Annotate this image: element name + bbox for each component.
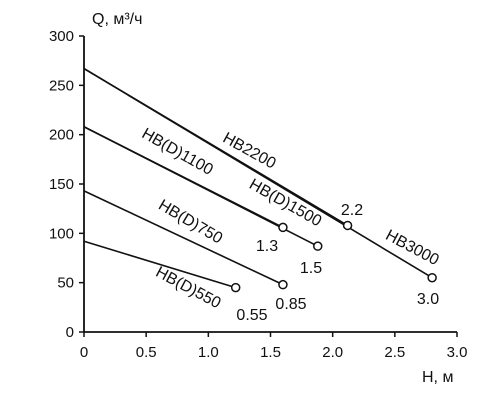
- series-line-hb-d-750: [83, 190, 284, 286]
- y-tick-label: 300: [49, 28, 74, 45]
- series-label-hb-d-750: HB(D)750: [155, 197, 225, 248]
- y-axis-title: Q, м³/ч: [92, 11, 142, 28]
- series-line-hb-d-550: [83, 240, 236, 289]
- series-end-marker-hb3000: [427, 272, 437, 283]
- point-label-hb-d-750: 0.85: [275, 296, 306, 313]
- x-tick-label: 2.0: [322, 344, 343, 361]
- series-label-hb3000: HB3000: [383, 227, 442, 269]
- series-end-marker-hb-d-750: [278, 279, 288, 290]
- point-label-hb-d-1100: 1.3: [256, 238, 278, 255]
- y-tick-label: 250: [49, 77, 74, 94]
- point-labels: 0.55 0.85 1.3 1.5 2.2 3.0: [236, 202, 439, 324]
- x-tick-label: 0: [80, 344, 88, 361]
- point-label-hb-d-1500: 1.5: [300, 260, 322, 277]
- series-end-marker-hb-d-550: [230, 282, 241, 293]
- series-line-hb3000: [83, 67, 433, 279]
- y-tick-label: 50: [57, 275, 74, 292]
- series-lines: [83, 67, 433, 289]
- series-label-hb-d-1500: HB(D)1500: [246, 176, 324, 230]
- series-label-hb-d-550: HB(D)550: [153, 264, 224, 312]
- y-axis-ticks: 0 50 100 150 200 250 300: [49, 28, 84, 341]
- series-end-marker-hb-d-1500: [312, 241, 323, 251]
- y-tick-label: 0: [66, 324, 74, 341]
- y-tick-label: 150: [49, 176, 74, 193]
- x-tick-label: 1.5: [260, 344, 281, 361]
- series-markers: [230, 220, 437, 293]
- point-label-hb2200: 2.2: [341, 202, 363, 219]
- x-axis-ticks: 0 0.5 1.0 1.5 2.0 2.5 3.0: [80, 332, 468, 361]
- point-label-hb-d-550: 0.55: [236, 307, 267, 324]
- x-tick-label: 2.5: [384, 344, 405, 361]
- y-tick-label: 100: [49, 225, 74, 242]
- x-tick-label: 3.0: [447, 344, 468, 361]
- y-tick-label: 200: [49, 127, 74, 144]
- x-tick-label: 1.0: [198, 344, 219, 361]
- series-label-hb-d-1100: HB(D)1100: [139, 125, 216, 179]
- x-tick-label: 0.5: [136, 344, 157, 361]
- series-end-marker-hb2200: [342, 220, 353, 231]
- x-axis-title: H, м: [422, 369, 453, 386]
- point-label-hb3000: 3.0: [417, 291, 439, 308]
- series-labels: HB(D)550HB(D)750HB(D)1100HB(D)1500HB2200…: [139, 125, 442, 312]
- series-end-marker-hb-d-1100: [278, 222, 288, 233]
